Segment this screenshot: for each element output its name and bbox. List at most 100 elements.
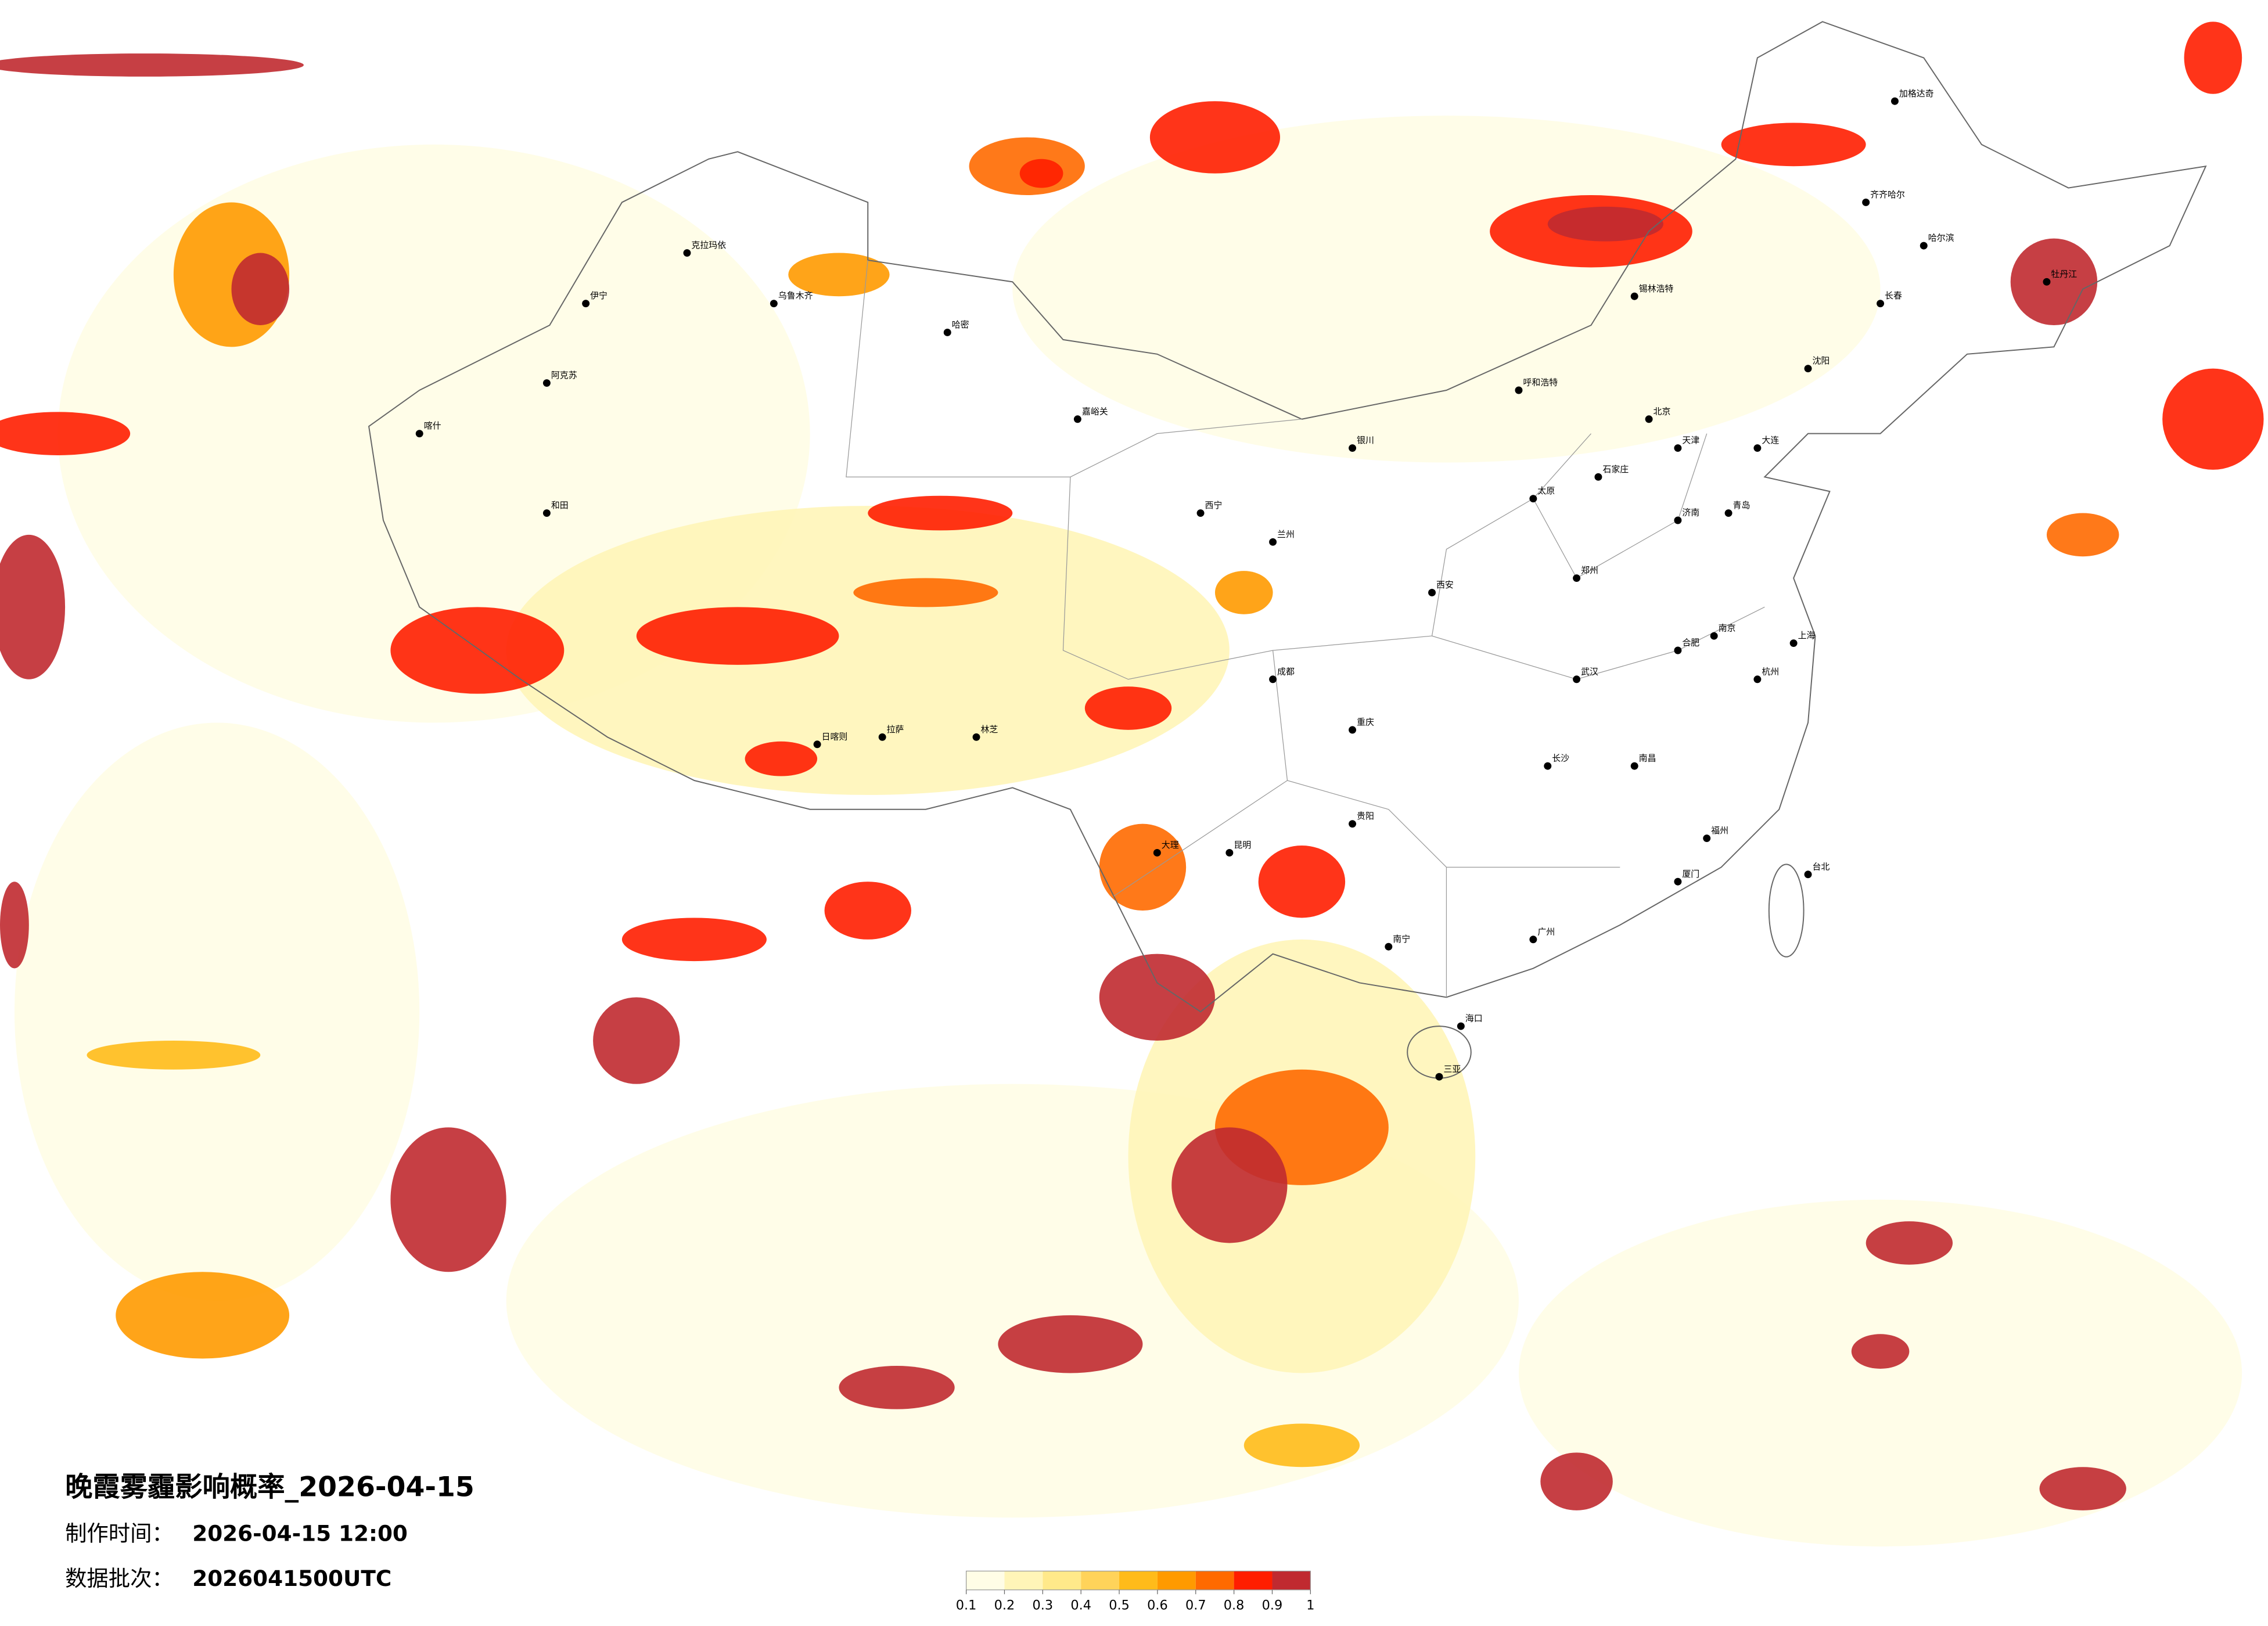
- city-label: 哈密: [952, 319, 969, 330]
- city-dot: [1153, 848, 1161, 857]
- haze-blob: [1547, 206, 1663, 242]
- city-dot: [1594, 473, 1602, 481]
- colorbar-tick-label: 0.6: [1147, 1598, 1168, 1613]
- city-label: 克拉玛依: [691, 240, 726, 250]
- city-label: 银川: [1357, 435, 1374, 445]
- city-label: 林芝: [981, 724, 998, 735]
- colorbar-cell: [1272, 1571, 1311, 1590]
- city-dot: [1196, 509, 1205, 517]
- haze-blob: [1721, 123, 1866, 167]
- city-label: 贵阳: [1357, 811, 1374, 821]
- city-label: 长春: [1885, 290, 1902, 301]
- city-dot: [1349, 726, 1357, 734]
- colorbar-cell: [966, 1571, 1005, 1590]
- city-label: 合肥: [1682, 638, 1699, 648]
- city-dot: [542, 379, 551, 387]
- colorbar-tick-label: 0.5: [1109, 1598, 1130, 1613]
- haze-blob: [1214, 571, 1273, 614]
- haze-layer: [0, 21, 2264, 1547]
- city-label: 锡林浩特: [1639, 283, 1674, 294]
- haze-blob: [745, 741, 818, 776]
- city-dot: [1349, 820, 1357, 828]
- haze-blob: [116, 1272, 290, 1359]
- city-dot: [1724, 509, 1733, 517]
- taiwan: [1768, 864, 1805, 958]
- city-label: 牡丹江: [2051, 269, 2077, 279]
- city-dot: [1630, 762, 1638, 770]
- city-label: 武汉: [1581, 666, 1598, 677]
- colorbar-tick-label: 0.3: [1033, 1598, 1054, 1613]
- city-label: 沈阳: [1813, 355, 1830, 366]
- haze-blob: [0, 412, 131, 455]
- haze-blob: [390, 1127, 506, 1272]
- city-dot: [1877, 300, 1885, 308]
- city-label: 日喀则: [822, 731, 848, 742]
- colorbar-tick-label: 0.2: [994, 1598, 1015, 1613]
- city-dot: [1385, 942, 1393, 951]
- haze-blob: [2162, 368, 2264, 470]
- city-label: 台北: [1813, 861, 1830, 872]
- city-dot: [1789, 639, 1798, 647]
- city-label: 长沙: [1552, 753, 1569, 764]
- city-dot: [1674, 516, 1682, 524]
- city-dot: [1428, 588, 1436, 596]
- haze-blob: [621, 918, 767, 962]
- city-label: 厦门: [1682, 869, 1699, 879]
- haze-blob: [1149, 101, 1281, 174]
- batch: 2026041500UTC: [192, 1566, 391, 1591]
- haze-blob: [506, 506, 1230, 795]
- haze-blob: [87, 1041, 261, 1070]
- city-label: 石家庄: [1602, 464, 1629, 474]
- city-label: 呼和浩特: [1523, 377, 1558, 388]
- city-label: 乌鲁木齐: [778, 290, 813, 301]
- title: 晚霞雾霾影响概率_2026-04-15: [65, 1472, 475, 1503]
- colorbar-tick-label: 0.1: [956, 1598, 977, 1613]
- colorbar-tick-label: 0.8: [1224, 1598, 1245, 1613]
- city-dot: [1674, 877, 1682, 886]
- city-dot: [415, 430, 423, 438]
- city-label: 南昌: [1639, 753, 1656, 764]
- city-label: 拉萨: [887, 724, 904, 735]
- city-dot: [1753, 444, 1762, 452]
- city-label: 嘉峪关: [1082, 406, 1108, 416]
- colorbar-cell: [1195, 1571, 1234, 1590]
- haze-blob: [593, 997, 680, 1084]
- city-label: 三亚: [1443, 1064, 1461, 1074]
- colorbar-tick-label: 0.7: [1185, 1598, 1206, 1613]
- haze-blob: [1019, 159, 1063, 188]
- city-label: 伊宁: [590, 290, 608, 301]
- haze-blob: [1866, 1221, 1953, 1265]
- colorbar-cell: [1081, 1571, 1120, 1590]
- borders: [368, 21, 2207, 1079]
- city-label: 福州: [1711, 825, 1728, 836]
- city-label: 西宁: [1205, 500, 1223, 510]
- city-label: 海口: [1465, 1013, 1483, 1024]
- city-label: 喀什: [424, 420, 441, 431]
- colorbar-tick-label: 1: [1306, 1598, 1314, 1613]
- city-dot: [1269, 675, 1277, 684]
- city-label: 杭州: [1762, 666, 1779, 677]
- colorbar-cell: [1157, 1571, 1196, 1590]
- colorbar-cell: [1043, 1571, 1081, 1590]
- haze-blob: [788, 253, 890, 297]
- city-dot: [1573, 675, 1581, 684]
- haze-blob: [1099, 954, 1215, 1041]
- city-label: 北京: [1654, 406, 1671, 416]
- haze-blob: [636, 607, 839, 665]
- haze-blob: [1518, 1199, 2242, 1547]
- city-label: 加格达奇: [1899, 88, 1934, 99]
- colorbar-tick-label: 0.9: [1262, 1598, 1283, 1613]
- province-lines: [846, 260, 1765, 998]
- city-dot: [1269, 538, 1277, 546]
- city-dot: [1457, 1022, 1465, 1030]
- haze-blob: [824, 882, 911, 940]
- city-label: 天津: [1682, 435, 1699, 445]
- city-dot: [1710, 632, 1718, 640]
- city-label: 南京: [1719, 623, 1736, 634]
- haze-blob: [1171, 1127, 1288, 1243]
- city-label: 南宁: [1393, 934, 1410, 944]
- city-dot: [770, 300, 778, 308]
- city-label: 济南: [1682, 508, 1699, 518]
